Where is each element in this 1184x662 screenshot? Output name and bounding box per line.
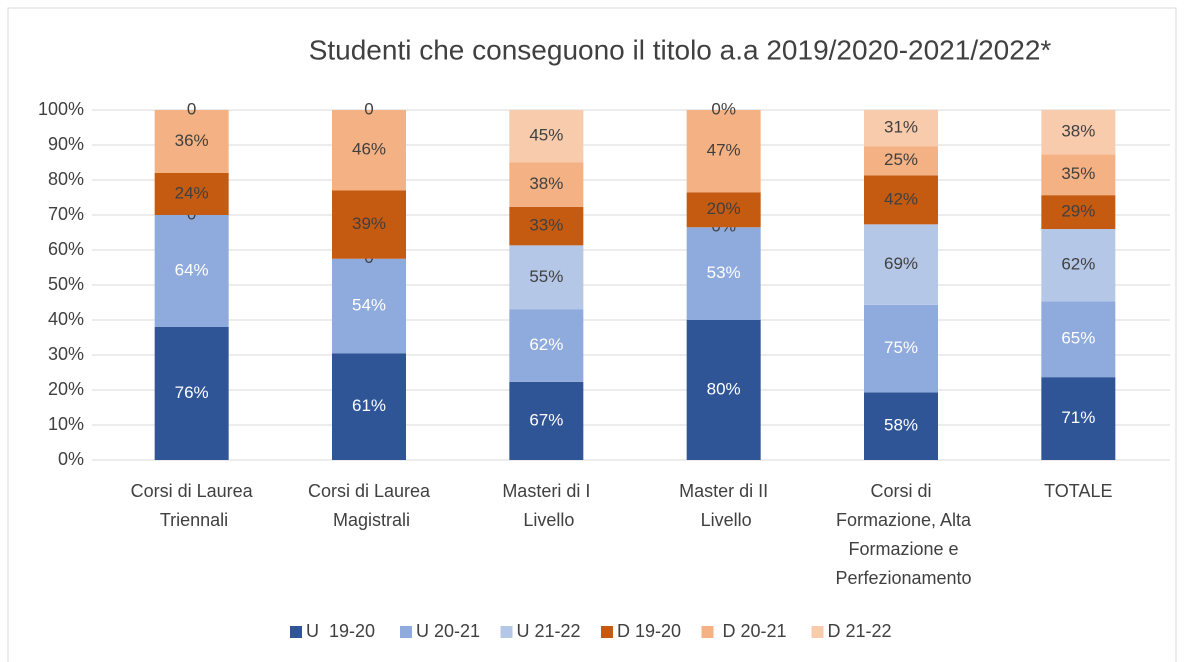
legend-swatch bbox=[500, 626, 513, 638]
x-tick-label: Master di II Livello bbox=[679, 481, 768, 530]
bar-segment bbox=[154, 215, 229, 327]
bar-segment bbox=[1041, 195, 1116, 229]
bar-segment bbox=[154, 327, 229, 460]
data-label: 25% bbox=[884, 150, 918, 169]
legend-label: D 21-22 bbox=[828, 621, 892, 641]
y-tick-label: 0% bbox=[58, 449, 84, 469]
data-label: 47% bbox=[707, 141, 741, 160]
y-tick-label: 80% bbox=[48, 169, 84, 189]
bar-segment bbox=[1041, 377, 1116, 460]
data-label: 75% bbox=[884, 338, 918, 357]
data-label: 55% bbox=[529, 267, 563, 286]
bar-segment bbox=[686, 192, 761, 228]
bar-segment bbox=[509, 206, 584, 246]
bar-segment bbox=[332, 190, 406, 259]
bar-segment bbox=[332, 110, 406, 191]
bar-segment bbox=[1041, 301, 1116, 378]
bar-segment bbox=[509, 162, 584, 207]
data-label: 58% bbox=[884, 416, 918, 435]
bar-segment bbox=[686, 110, 761, 193]
bar-segment bbox=[154, 110, 229, 173]
bar-segment bbox=[1041, 229, 1116, 302]
data-label: 31% bbox=[884, 118, 918, 137]
data-label: 45% bbox=[529, 126, 563, 145]
data-label: 38% bbox=[529, 174, 563, 193]
y-tick-label: 60% bbox=[48, 239, 84, 259]
bar-segment bbox=[864, 304, 938, 393]
data-label: 61% bbox=[352, 396, 386, 415]
bar-segment bbox=[686, 227, 761, 320]
data-label: 39% bbox=[352, 214, 386, 233]
data-label: 54% bbox=[352, 295, 386, 314]
data-label: 46% bbox=[352, 140, 386, 159]
data-label: 80% bbox=[707, 379, 741, 398]
data-label: 33% bbox=[529, 216, 563, 235]
bar-segment bbox=[686, 320, 761, 460]
bar-segment bbox=[864, 224, 938, 305]
bar-segment bbox=[509, 309, 584, 382]
data-label: 29% bbox=[1061, 202, 1095, 221]
y-tick-label: 20% bbox=[48, 379, 84, 399]
bar-segment bbox=[864, 392, 938, 460]
data-label: 36% bbox=[175, 131, 209, 150]
bar-segment bbox=[864, 110, 938, 147]
bar-segment bbox=[332, 353, 406, 460]
legend-swatch bbox=[601, 626, 613, 638]
legend-label: D 20-21 bbox=[718, 621, 787, 641]
data-label: 62% bbox=[1061, 255, 1095, 274]
x-tick-label: Masteri di I Livello bbox=[502, 481, 590, 530]
legend-label: U 21-22 bbox=[517, 621, 581, 641]
data-label: 24% bbox=[175, 183, 209, 202]
x-tick-label: Corsi di Laurea Magistrali bbox=[308, 481, 431, 530]
bar-segment bbox=[509, 381, 584, 460]
data-label: 53% bbox=[707, 263, 741, 282]
data-label: 64% bbox=[175, 260, 209, 279]
data-label: 0% bbox=[711, 99, 736, 118]
x-tick-label: Corsi di Formazione, Alta Formazione e P… bbox=[830, 481, 972, 588]
legend-label: U 20-21 bbox=[416, 621, 480, 641]
data-label: 38% bbox=[1061, 122, 1095, 141]
bar-segment bbox=[1041, 154, 1116, 196]
y-tick-label: 50% bbox=[48, 274, 84, 294]
y-tick-label: 30% bbox=[48, 344, 84, 364]
legend-swatch bbox=[290, 626, 302, 638]
data-label: 20% bbox=[707, 199, 741, 218]
y-tick-label: 100% bbox=[38, 99, 84, 119]
data-label: 76% bbox=[175, 383, 209, 402]
legend-label: U 19-20 bbox=[306, 621, 375, 641]
bar-segment bbox=[509, 110, 584, 163]
legend-swatch bbox=[400, 626, 412, 638]
chart-title: Studenti che conseguono il titolo a.a 20… bbox=[309, 34, 1052, 65]
y-tick-label: 10% bbox=[48, 414, 84, 434]
data-label: 71% bbox=[1061, 408, 1095, 427]
y-tick-label: 70% bbox=[48, 204, 84, 224]
x-tick-label: TOTALE bbox=[1044, 481, 1112, 501]
data-label: 65% bbox=[1061, 329, 1095, 348]
y-tick-label: 90% bbox=[48, 134, 84, 154]
data-label: 42% bbox=[884, 189, 918, 208]
legend-swatch bbox=[811, 626, 824, 638]
legend-label: D 19-20 bbox=[617, 621, 681, 641]
x-tick-label: Corsi di Laurea Triennali bbox=[131, 481, 254, 530]
bar-segment bbox=[864, 175, 938, 225]
bar-segment bbox=[1041, 110, 1116, 155]
data-label: 62% bbox=[529, 335, 563, 354]
data-label: 69% bbox=[884, 254, 918, 273]
y-tick-label: 40% bbox=[48, 309, 84, 329]
data-label: 0 bbox=[364, 99, 373, 118]
data-label: 0 bbox=[187, 99, 196, 118]
legend-swatch bbox=[701, 626, 714, 638]
data-label: 35% bbox=[1061, 164, 1095, 183]
bar-segment bbox=[864, 146, 938, 176]
bar-segment bbox=[154, 173, 229, 215]
bar-segment bbox=[332, 258, 406, 354]
data-label: 67% bbox=[529, 410, 563, 429]
bar-segment bbox=[509, 245, 584, 310]
